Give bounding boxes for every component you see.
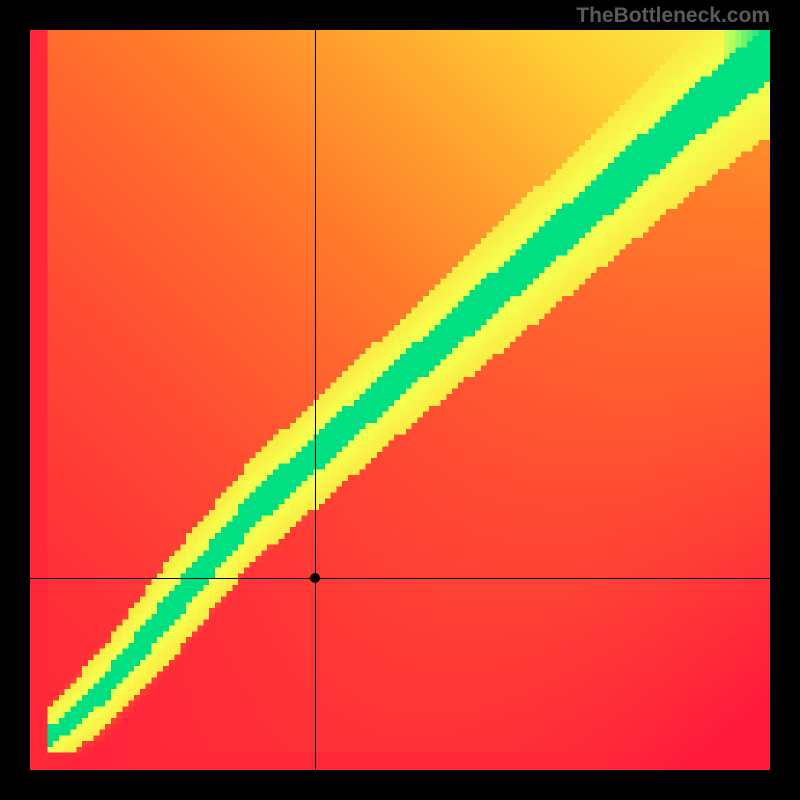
crosshair-marker	[310, 573, 320, 583]
watermark-text: TheBottleneck.com	[576, 4, 770, 28]
heatmap-plot-area	[30, 30, 770, 770]
heatmap-canvas	[30, 30, 770, 770]
crosshair-horizontal	[30, 578, 770, 579]
crosshair-vertical	[315, 30, 316, 770]
